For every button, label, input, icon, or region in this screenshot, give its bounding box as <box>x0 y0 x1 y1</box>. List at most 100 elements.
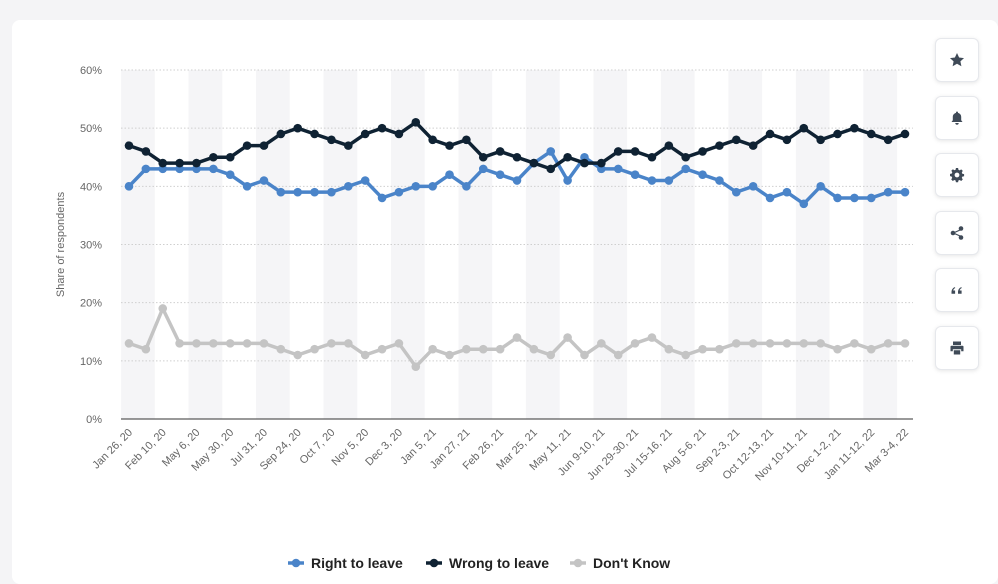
data-point[interactable] <box>799 199 809 209</box>
data-point[interactable] <box>310 129 319 139</box>
data-point[interactable] <box>681 350 690 360</box>
data-point[interactable] <box>344 141 353 150</box>
data-point[interactable] <box>833 193 842 203</box>
share-button[interactable] <box>935 210 979 255</box>
data-point[interactable] <box>495 344 505 354</box>
data-point[interactable] <box>512 176 522 185</box>
data-point[interactable] <box>293 123 302 133</box>
data-point[interactable] <box>445 170 454 179</box>
data-point[interactable] <box>327 339 336 348</box>
data-point[interactable] <box>158 158 168 168</box>
data-point[interactable] <box>715 176 724 185</box>
data-point[interactable] <box>276 129 286 139</box>
data-point[interactable] <box>495 170 505 179</box>
data-point[interactable] <box>478 164 488 174</box>
data-point[interactable] <box>833 344 842 354</box>
data-point[interactable] <box>613 147 623 156</box>
data-point[interactable] <box>580 350 589 360</box>
data-point[interactable] <box>259 176 269 185</box>
data-point[interactable] <box>866 129 876 139</box>
data-point[interactable] <box>546 164 556 174</box>
data-point[interactable] <box>377 344 387 354</box>
data-point[interactable] <box>259 141 269 150</box>
data-point[interactable] <box>782 339 792 348</box>
legend-label[interactable]: Wrong to leave <box>449 555 549 571</box>
data-point[interactable] <box>428 344 437 354</box>
data-point[interactable] <box>715 344 724 354</box>
data-point[interactable] <box>310 187 319 197</box>
data-point[interactable] <box>580 158 589 168</box>
data-point[interactable] <box>259 339 269 348</box>
favorite-button[interactable] <box>935 38 979 82</box>
data-point[interactable] <box>141 147 151 156</box>
data-point[interactable] <box>293 350 302 360</box>
data-point[interactable] <box>124 182 134 191</box>
settings-button[interactable] <box>935 153 979 198</box>
data-point[interactable] <box>394 339 404 348</box>
data-point[interactable] <box>411 118 421 127</box>
cite-button[interactable] <box>935 268 979 313</box>
data-point[interactable] <box>478 344 488 354</box>
data-point[interactable] <box>883 187 893 197</box>
data-point[interactable] <box>782 187 792 197</box>
data-point[interactable] <box>698 170 707 179</box>
data-point[interactable] <box>613 164 623 174</box>
data-point[interactable] <box>698 147 707 156</box>
data-point[interactable] <box>630 339 640 348</box>
data-point[interactable] <box>462 344 471 354</box>
data-point[interactable] <box>327 135 336 145</box>
data-point[interactable] <box>512 333 522 342</box>
data-point[interactable] <box>748 339 758 348</box>
data-point[interactable] <box>360 129 370 139</box>
data-point[interactable] <box>630 170 640 179</box>
data-point[interactable] <box>900 339 910 348</box>
data-point[interactable] <box>124 141 134 150</box>
data-point[interactable] <box>866 344 876 354</box>
data-point[interactable] <box>765 129 775 139</box>
data-point[interactable] <box>344 182 353 191</box>
data-point[interactable] <box>377 123 387 133</box>
data-point[interactable] <box>546 350 556 360</box>
data-point[interactable] <box>732 339 741 348</box>
data-point[interactable] <box>698 344 707 354</box>
data-point[interactable] <box>816 182 825 191</box>
data-point[interactable] <box>816 339 825 348</box>
data-point[interactable] <box>495 147 505 156</box>
data-point[interactable] <box>225 152 235 162</box>
data-point[interactable] <box>124 339 134 348</box>
data-point[interactable] <box>647 176 657 185</box>
data-point[interactable] <box>242 339 252 348</box>
data-point[interactable] <box>664 344 674 354</box>
data-point[interactable] <box>428 182 437 191</box>
data-point[interactable] <box>732 187 741 197</box>
data-point[interactable] <box>833 129 842 139</box>
data-point[interactable] <box>883 339 893 348</box>
legend-label[interactable]: Right to leave <box>311 555 403 571</box>
data-point[interactable] <box>799 339 809 348</box>
data-point[interactable] <box>597 339 606 348</box>
data-point[interactable] <box>681 152 690 162</box>
data-point[interactable] <box>630 147 640 156</box>
data-point[interactable] <box>225 170 235 179</box>
data-point[interactable] <box>225 339 235 348</box>
data-point[interactable] <box>175 158 184 168</box>
data-point[interactable] <box>647 152 657 162</box>
data-point[interactable] <box>209 339 218 348</box>
data-point[interactable] <box>428 135 437 145</box>
data-point[interactable] <box>765 193 775 203</box>
data-point[interactable] <box>529 158 539 168</box>
data-point[interactable] <box>866 193 876 203</box>
data-point[interactable] <box>900 187 910 197</box>
data-point[interactable] <box>512 152 522 162</box>
data-point[interactable] <box>445 350 454 360</box>
data-point[interactable] <box>850 339 859 348</box>
data-point[interactable] <box>394 187 404 197</box>
data-point[interactable] <box>209 152 218 162</box>
data-point[interactable] <box>613 350 623 360</box>
data-point[interactable] <box>748 182 758 191</box>
data-point[interactable] <box>478 152 488 162</box>
data-point[interactable] <box>360 350 370 360</box>
notification-button[interactable] <box>935 95 979 140</box>
data-point[interactable] <box>732 135 741 145</box>
print-button[interactable] <box>935 325 979 370</box>
